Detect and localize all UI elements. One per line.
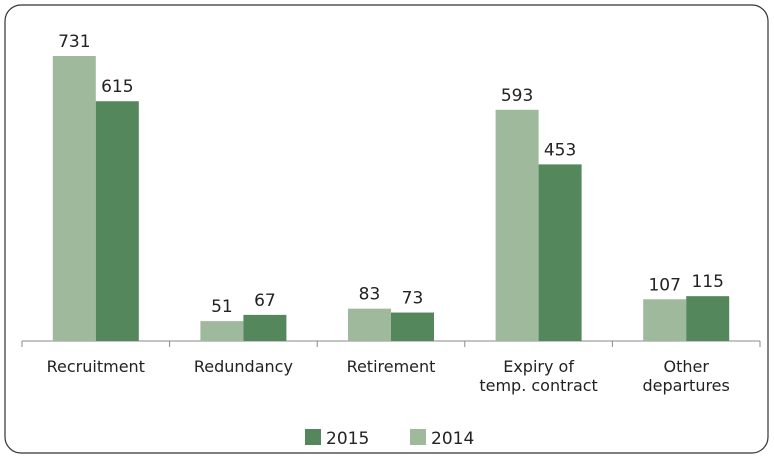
bar [686, 296, 730, 341]
value-label: 67 [254, 291, 276, 311]
legend-label: 2014 [431, 429, 474, 449]
value-label: 615 [101, 77, 133, 97]
bar [52, 56, 96, 341]
value-label: 83 [359, 285, 381, 305]
x-tick-label: Recruitment [46, 357, 145, 376]
bar [643, 299, 687, 341]
bar [243, 314, 287, 341]
value-label: 51 [211, 297, 233, 317]
bar [538, 164, 582, 341]
bar [495, 109, 539, 341]
value-label: 73 [402, 289, 424, 309]
bar [200, 321, 244, 341]
x-tick-label: Redundancy [193, 357, 293, 376]
value-label: 107 [648, 275, 680, 295]
value-label: 731 [58, 32, 90, 52]
x-tick-label: Expiry of temp. contract [479, 357, 598, 395]
x-tick-label: Other departures [642, 357, 730, 395]
bar [95, 101, 139, 342]
frame [4, 4, 769, 454]
value-label: 115 [691, 272, 723, 292]
value-label: 593 [501, 86, 533, 106]
bar [391, 312, 434, 341]
legend-swatch [410, 429, 426, 445]
value-label: 453 [544, 140, 576, 160]
bar [348, 308, 391, 341]
legend-label: 2015 [326, 429, 369, 449]
legend-swatch [305, 429, 321, 445]
x-tick-label: Retirement [346, 357, 436, 376]
